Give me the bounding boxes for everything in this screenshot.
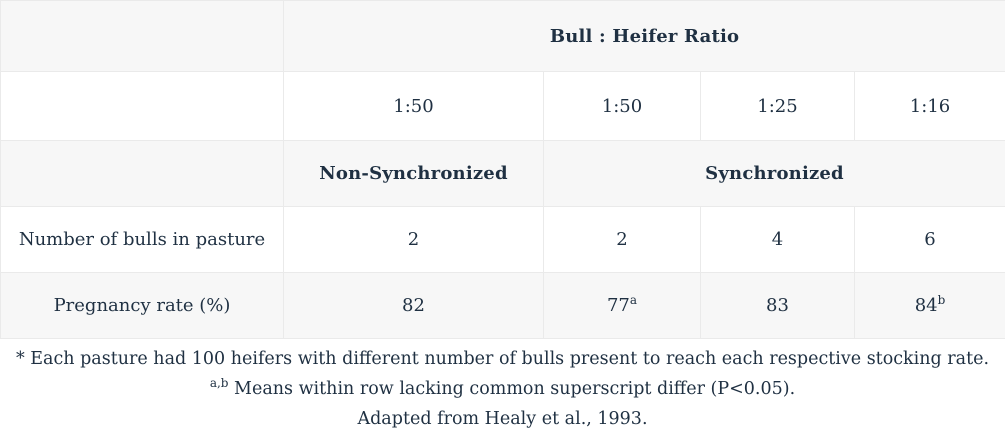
pregnancy-value-3: 83 — [700, 272, 855, 339]
sync-spacer-cell — [0, 140, 284, 207]
ratio-header-1-50-nonsync: 1:50 — [283, 71, 544, 141]
pregnancy-value-1: 82 — [283, 272, 544, 339]
bull-heifer-ratio-table: Bull : Heifer Ratio 1:50 1:50 1:25 1:16 … — [0, 0, 1005, 339]
pregnancy-value-4: 84b — [853, 272, 1005, 339]
row-label-number-of-bulls: Number of bulls in pasture — [0, 206, 284, 273]
pregnancy-value-2-superscript: a — [629, 293, 638, 307]
ratio-header-1-50-sync: 1:50 — [543, 71, 701, 141]
bulls-value-2: 2 — [543, 206, 701, 273]
pregnancy-value-4-superscript: b — [937, 293, 946, 307]
bulls-in-pasture-row: Number of bulls in pasture 2 2 4 6 — [0, 206, 1005, 273]
group-header-row: Bull : Heifer Ratio — [0, 0, 1005, 72]
footnotes: * Each pasture had 100 heifers with diff… — [0, 344, 1005, 434]
corner-spacer-cell — [0, 0, 284, 72]
group-header-cell: Bull : Heifer Ratio — [282, 0, 1005, 72]
footnote-stocking-rate: * Each pasture had 100 heifers with diff… — [15, 349, 990, 369]
pregnancy-value-2: 77a — [543, 272, 701, 339]
footnote-source-citation: Adapted from Healy et al., 1993. — [357, 409, 648, 429]
footnote-superscript-meaning-superscript: a,b — [209, 376, 229, 391]
footnote-superscript-meaning: a,b Means within row lacking common supe… — [209, 376, 796, 399]
bulls-value-4: 6 — [853, 206, 1005, 273]
synchronized-header-cell: Synchronized — [542, 140, 1005, 207]
ratio-header-row: 1:50 1:50 1:25 1:16 — [0, 71, 1005, 141]
row-label-pregnancy-rate: Pregnancy rate (%) — [0, 272, 284, 339]
ratio-spacer-cell — [0, 71, 284, 141]
ratio-header-1-16: 1:16 — [853, 71, 1005, 141]
bulls-value-3: 4 — [700, 206, 855, 273]
bulls-value-1: 2 — [283, 206, 544, 273]
ratio-header-1-25: 1:25 — [700, 71, 855, 141]
pregnancy-rate-row: Pregnancy rate (%) 82 77a 83 84b — [0, 272, 1005, 339]
synchronization-header-row: Non-Synchronized Synchronized — [0, 140, 1005, 207]
non-synchronized-header-cell: Non-Synchronized — [283, 140, 544, 207]
